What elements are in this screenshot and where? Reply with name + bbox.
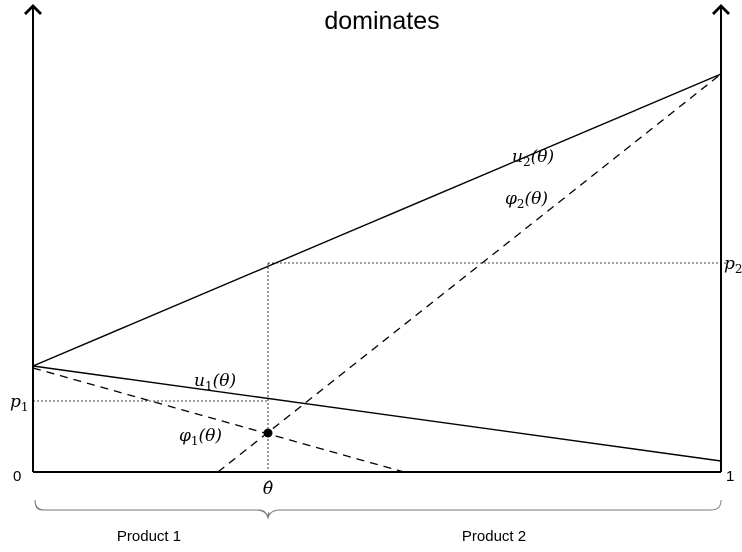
product1-brace-main [34,499,722,519]
p2-label: p2 [724,254,742,276]
intersection-point [263,428,273,438]
product1-brace [34,499,270,520]
u1-line [32,365,722,462]
phi2-line [217,73,722,473]
phi1-label: φ1(θ) [179,426,222,448]
origin-label: 0 [13,468,21,485]
right-end-label: 1 [726,468,734,485]
phi2-label: φ2(θ) [505,189,548,211]
diagram-title: dominates [324,7,439,35]
u1-label: u1(θ) [194,371,236,393]
product2-label: Product 2 [462,528,526,545]
theta-hat-label: θ̂ [263,479,273,499]
product1-label: Product 1 [117,528,181,545]
u2-line [32,73,722,367]
p1-label: p1 [10,392,29,414]
u2-label: u2(θ) [512,147,554,169]
